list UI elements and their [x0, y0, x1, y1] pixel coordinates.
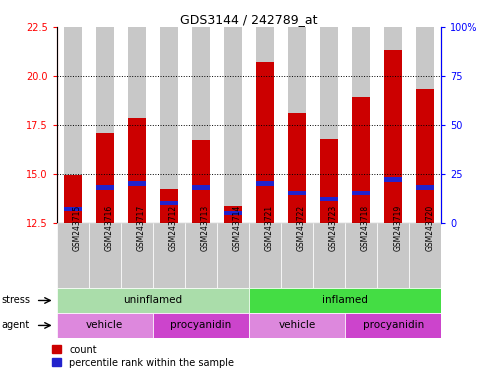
- Text: GSM243718: GSM243718: [361, 205, 370, 251]
- Bar: [385, 27, 402, 223]
- Bar: [385, 50, 402, 223]
- Bar: [385, 177, 402, 182]
- Bar: [417, 89, 434, 223]
- Bar: [64, 27, 81, 223]
- Bar: [64, 207, 81, 211]
- Bar: [192, 27, 210, 223]
- Text: uninflamed: uninflamed: [123, 295, 182, 306]
- Bar: [224, 27, 242, 223]
- Bar: [249, 313, 345, 338]
- Text: agent: agent: [1, 320, 29, 331]
- Bar: [57, 313, 153, 338]
- Bar: [288, 27, 306, 223]
- Bar: [160, 27, 177, 223]
- Text: procyanidin: procyanidin: [362, 320, 424, 331]
- Text: procyanidin: procyanidin: [170, 320, 232, 331]
- Text: GSM243722: GSM243722: [297, 205, 306, 251]
- Bar: [352, 27, 370, 223]
- Bar: [57, 223, 89, 288]
- Bar: [249, 288, 441, 313]
- Bar: [153, 223, 185, 288]
- Text: GSM243713: GSM243713: [201, 205, 210, 251]
- Title: GDS3144 / 242789_at: GDS3144 / 242789_at: [180, 13, 317, 26]
- Bar: [192, 185, 210, 190]
- Text: GSM243720: GSM243720: [425, 205, 434, 251]
- Bar: [256, 62, 274, 223]
- Bar: [160, 201, 177, 205]
- Bar: [89, 223, 121, 288]
- Text: GSM243721: GSM243721: [265, 205, 274, 251]
- Bar: [224, 206, 242, 223]
- Bar: [57, 288, 249, 313]
- Text: GSM243715: GSM243715: [73, 205, 82, 251]
- Bar: [288, 113, 306, 223]
- Bar: [320, 27, 338, 223]
- Bar: [320, 139, 338, 223]
- Bar: [352, 191, 370, 195]
- Bar: [224, 211, 242, 215]
- Bar: [288, 191, 306, 195]
- Bar: [345, 313, 441, 338]
- Text: GSM243716: GSM243716: [105, 205, 114, 251]
- Bar: [417, 27, 434, 223]
- Bar: [256, 27, 274, 223]
- Bar: [192, 141, 210, 223]
- Text: vehicle: vehicle: [279, 320, 316, 331]
- Bar: [256, 181, 274, 186]
- Bar: [352, 98, 370, 223]
- Bar: [313, 223, 345, 288]
- Bar: [217, 223, 249, 288]
- Bar: [320, 197, 338, 201]
- Bar: [128, 181, 145, 186]
- Bar: [377, 223, 409, 288]
- Text: GSM243723: GSM243723: [329, 205, 338, 251]
- Bar: [281, 223, 313, 288]
- Text: GSM243712: GSM243712: [169, 205, 178, 251]
- Bar: [417, 185, 434, 190]
- Text: inflamed: inflamed: [322, 295, 368, 306]
- Bar: [96, 185, 113, 190]
- Text: vehicle: vehicle: [86, 320, 123, 331]
- Bar: [345, 223, 377, 288]
- Bar: [409, 223, 441, 288]
- Bar: [121, 223, 153, 288]
- Bar: [96, 27, 113, 223]
- Bar: [185, 223, 217, 288]
- Text: GSM243717: GSM243717: [137, 205, 146, 251]
- Bar: [64, 175, 81, 223]
- Legend: count, percentile rank within the sample: count, percentile rank within the sample: [52, 345, 234, 367]
- Bar: [249, 223, 281, 288]
- Bar: [160, 189, 177, 223]
- Bar: [153, 313, 249, 338]
- Text: GSM243714: GSM243714: [233, 205, 242, 251]
- Bar: [128, 118, 145, 223]
- Bar: [96, 132, 113, 223]
- Text: GSM243719: GSM243719: [393, 205, 402, 251]
- Text: stress: stress: [1, 295, 30, 306]
- Bar: [128, 27, 145, 223]
